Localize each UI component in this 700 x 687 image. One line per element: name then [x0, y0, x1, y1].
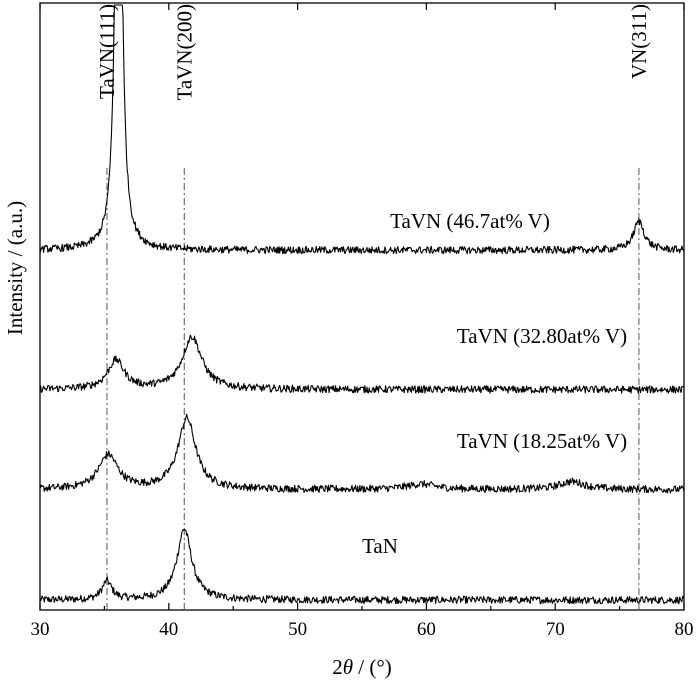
- x-tick-label: 70: [546, 619, 565, 640]
- peak-label: TaVN(200): [172, 4, 196, 101]
- x-tick-label: 80: [675, 619, 694, 640]
- x-tick-label: 40: [159, 619, 178, 640]
- trace-2: [39, 334, 685, 394]
- series-label: TaVN (32.80at% V): [457, 324, 627, 348]
- x-axis-ticks: 30 40 50 60 70 80: [31, 3, 694, 640]
- series-label: TaVN (46.7at% V): [390, 209, 550, 233]
- trace-1: [39, 413, 685, 494]
- x-tick-label: 30: [31, 619, 50, 640]
- x-tick-label: 50: [288, 619, 307, 640]
- x-tick-label: 60: [417, 619, 436, 640]
- trace-3: [39, 4, 685, 255]
- peak-label: TaVN(111): [95, 4, 119, 99]
- series-labels: TaN TaVN (18.25at% V) TaVN (32.80at% V) TaV…: [362, 209, 627, 558]
- peak-label: VN(311): [627, 4, 651, 79]
- y-axis-title: Intensity / (a.u.): [3, 201, 27, 335]
- series-traces: [39, 4, 685, 605]
- series-label: TaN: [362, 534, 398, 558]
- x-axis-title: 2θ / (°): [332, 655, 392, 679]
- peak-labels: TaVN(111) TaVN(200) VN(311): [95, 4, 651, 101]
- trace-0: [39, 528, 685, 605]
- plot-frame: [39, 2, 685, 611]
- series-label: TaVN (18.25at% V): [457, 429, 627, 453]
